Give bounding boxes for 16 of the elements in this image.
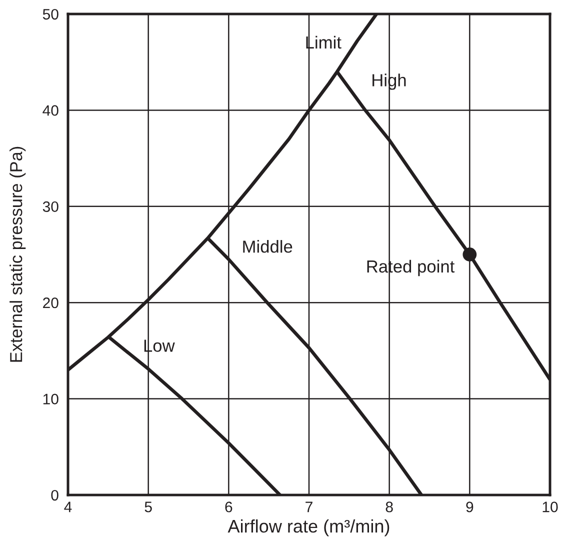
series-label: Middle [243,240,292,253]
x-tick-label: 6 [225,502,232,512]
y-tick-label: 0 [51,490,58,501]
y-tick-label: 50 [42,8,58,20]
x-tick-label: 4 [64,502,72,512]
x-tick-label: 8 [386,502,393,512]
x-axis-title: Airflow rate (m³/min) [228,519,390,536]
x-tick-label: 7 [306,502,312,512]
x-tick-label: 9 [466,502,474,512]
y-tick-label: 30 [42,201,58,212]
y-tick-label: 20 [43,298,58,308]
x-tick-label: 5 [144,502,152,512]
x-tick-label: 10 [542,502,558,512]
y-tick-label: 40 [42,105,58,116]
y-tick-label: 10 [43,394,58,404]
y-axis-title: External static pressure (Pa) [10,146,26,362]
